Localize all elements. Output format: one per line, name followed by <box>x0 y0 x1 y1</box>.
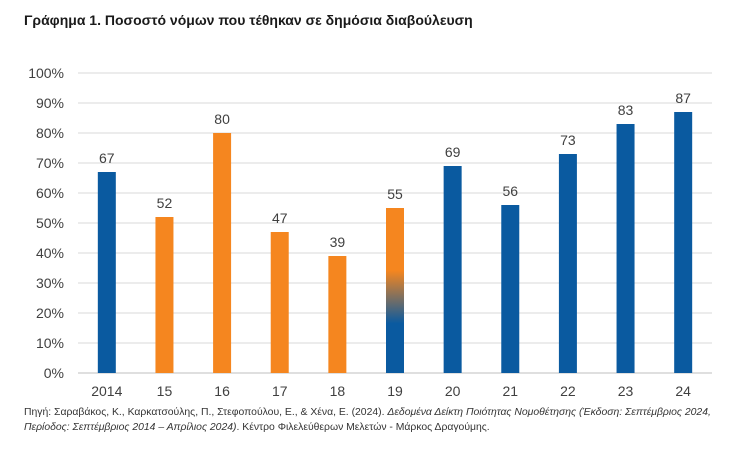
bar <box>97 172 116 373</box>
x-tick-label: 19 <box>387 383 403 399</box>
bar <box>558 154 577 373</box>
data-label: 39 <box>330 234 346 250</box>
x-tick-label: 18 <box>330 383 346 399</box>
data-label: 67 <box>99 150 115 166</box>
data-label: 73 <box>560 132 576 148</box>
bar <box>328 256 347 373</box>
bar <box>674 112 693 373</box>
y-tick-label: 80% <box>36 125 64 141</box>
data-label: 87 <box>675 90 691 106</box>
data-label: 69 <box>445 144 461 160</box>
x-tick-label: 24 <box>675 383 691 399</box>
bar <box>616 124 635 373</box>
source-prefix: Πηγή: Σαραβάκος, Κ., Καρκατσούλης, Π., Σ… <box>24 407 388 418</box>
x-tick-label: 17 <box>272 383 288 399</box>
y-tick-label: 60% <box>36 185 64 201</box>
bar <box>501 205 520 373</box>
y-tick-label: 90% <box>36 95 64 111</box>
x-tick-label: 22 <box>560 383 576 399</box>
y-tick-label: 50% <box>36 215 64 231</box>
data-label: 47 <box>272 210 288 226</box>
y-tick-label: 20% <box>36 305 64 321</box>
bar-chart: 0% 10% 20% 30% 40% 50% 60% 70% 80% 90% 100% 67 2014 5… <box>28 65 712 399</box>
y-tick-label: 0% <box>44 365 64 381</box>
source-italic: Δεδομένα Δείκτη Ποιότητας Νομοθέτησης (Έ… <box>24 407 711 433</box>
x-tick-label: 21 <box>502 383 518 399</box>
x-tick-label: 16 <box>214 383 230 399</box>
chart-title: Γράφημα 1. Ποσοστό νόμων που τέθηκαν σε … <box>24 12 473 28</box>
x-tick-label: 15 <box>157 383 173 399</box>
y-tick-label: 100% <box>28 65 64 81</box>
data-label: 52 <box>157 195 173 211</box>
y-tick-label: 10% <box>36 335 64 351</box>
y-tick-label: 70% <box>36 155 64 171</box>
data-label: 83 <box>618 102 634 118</box>
source-suffix: . Κέντρο Φιλελεύθερων Μελετών - Μάρκος Δ… <box>236 422 490 433</box>
bar <box>213 133 232 373</box>
x-tick-label: 2014 <box>91 383 122 399</box>
y-tick-label: 40% <box>36 245 64 261</box>
bar <box>155 217 174 373</box>
data-label: 80 <box>214 111 230 127</box>
y-tick-label: 30% <box>36 275 64 291</box>
bar <box>443 166 462 373</box>
x-tick-label: 20 <box>445 383 461 399</box>
data-label: 55 <box>387 186 403 202</box>
data-label: 56 <box>502 183 518 199</box>
x-tick-label: 23 <box>618 383 634 399</box>
bar <box>386 208 404 373</box>
source-note: Πηγή: Σαραβάκος, Κ., Καρκατσούλης, Π., Σ… <box>24 405 714 435</box>
bar <box>270 232 289 373</box>
